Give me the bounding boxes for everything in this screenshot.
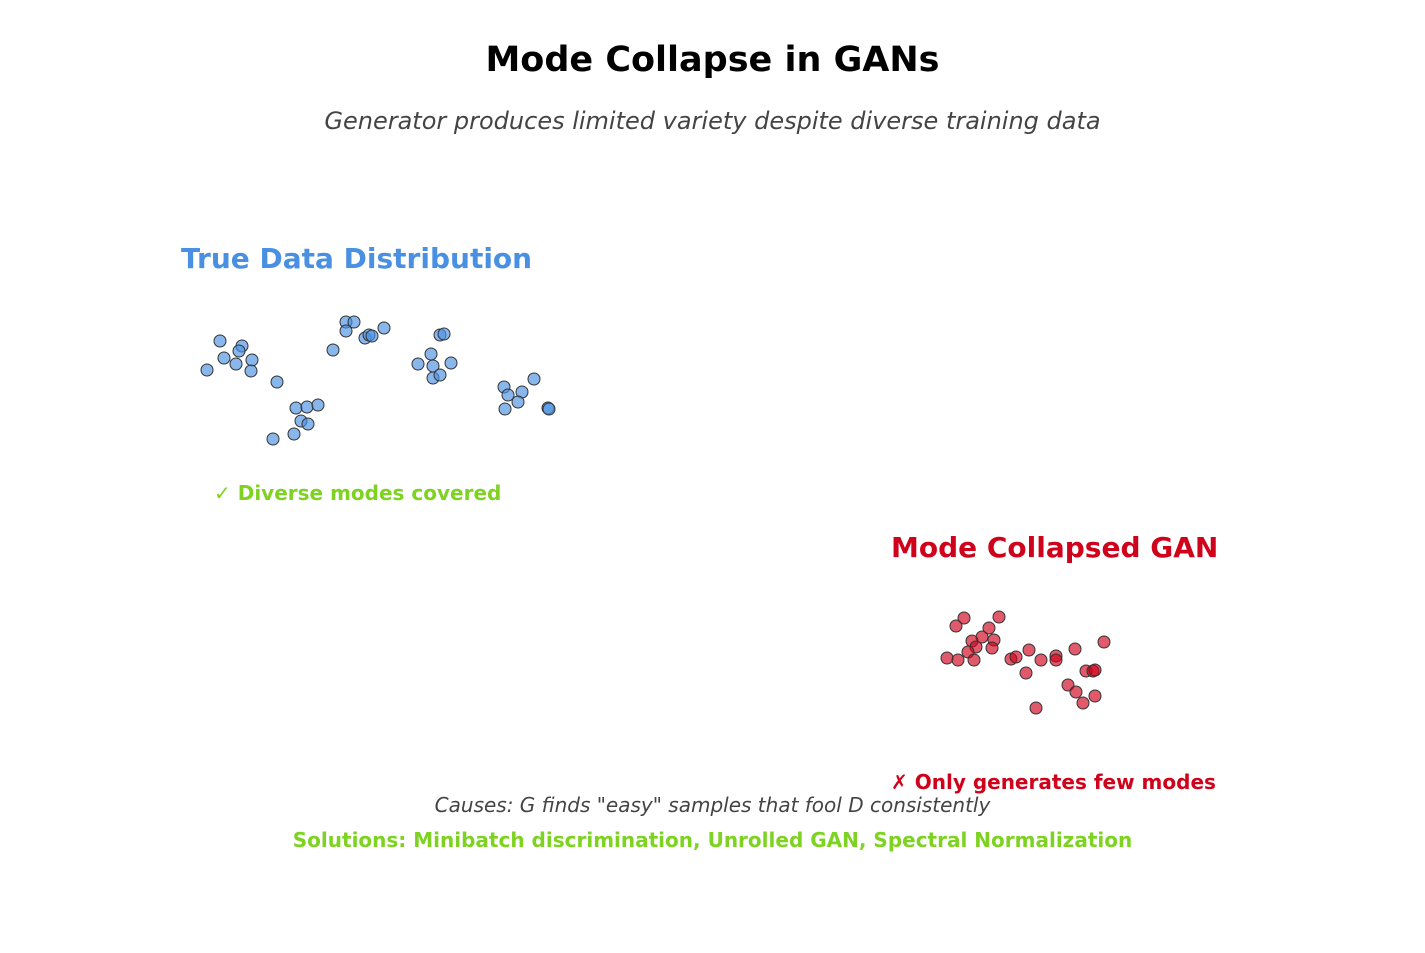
- true-data-point: [245, 353, 259, 367]
- true-data-point: [200, 363, 214, 377]
- gan-sample-point: [1088, 663, 1102, 677]
- true-data-point: [232, 344, 246, 358]
- causes-note: Causes: G finds "easy" samples that fool…: [434, 793, 991, 817]
- true-data-point: [289, 401, 303, 415]
- diagram-subtitle: Generator produces limited variety despi…: [324, 107, 1101, 135]
- true-data-point: [511, 395, 525, 409]
- collapsed-gan-points: [940, 610, 1111, 715]
- true-data-point: [244, 364, 258, 378]
- true-data-point: [498, 402, 512, 416]
- gan-sample-point: [1076, 696, 1090, 710]
- gan-sample-point: [940, 651, 954, 665]
- true-data-point: [301, 417, 315, 431]
- collapsed-gan-title: Mode Collapsed GAN: [891, 531, 1219, 564]
- gan-sample-point: [1019, 666, 1033, 680]
- true-data-point: [501, 388, 515, 402]
- true-data-point: [365, 329, 379, 343]
- true-distribution-title: True Data Distribution: [181, 242, 533, 275]
- solutions-note: Solutions: Minibatch discrimination, Unr…: [292, 828, 1133, 852]
- true-data-point: [411, 357, 425, 371]
- true-data-point: [542, 402, 556, 416]
- gan-sample-point: [1029, 701, 1043, 715]
- true-data-point: [266, 432, 280, 446]
- diagram-title: Mode Collapse in GANs: [485, 40, 940, 80]
- true-data-point: [433, 368, 447, 382]
- gan-sample-point: [982, 621, 996, 635]
- true-data-point: [444, 356, 458, 370]
- gan-sample-point: [949, 619, 963, 633]
- gan-sample-point: [967, 653, 981, 667]
- true-data-point: [287, 427, 301, 441]
- gan-sample-point: [1068, 642, 1082, 656]
- true-data-point: [437, 327, 451, 341]
- gan-sample-point: [1069, 685, 1083, 699]
- gan-sample-point: [1097, 635, 1111, 649]
- gan-sample-point: [951, 653, 965, 667]
- true-data-point: [213, 334, 227, 348]
- true-data-point: [217, 351, 231, 365]
- true-data-point: [347, 315, 361, 329]
- collapsed-gan-caption: ✗ Only generates few modes: [891, 770, 1216, 794]
- true-data-point: [424, 347, 438, 361]
- true-data-point: [270, 375, 284, 389]
- gan-sample-point: [1009, 650, 1023, 664]
- true-data-point: [300, 400, 314, 414]
- true-data-point: [326, 343, 340, 357]
- true-data-points: [200, 315, 556, 446]
- true-data-point: [339, 324, 353, 338]
- gan-sample-point: [1034, 653, 1048, 667]
- gan-sample-point: [1088, 689, 1102, 703]
- gan-sample-point: [985, 641, 999, 655]
- gan-sample-point: [992, 610, 1006, 624]
- true-data-point: [311, 398, 325, 412]
- gan-sample-point: [1049, 653, 1063, 667]
- true-data-point: [229, 357, 243, 371]
- true-data-point: [527, 372, 541, 386]
- gan-sample-point: [1022, 643, 1036, 657]
- gan-sample-point: [957, 611, 971, 625]
- true-data-point: [377, 321, 391, 335]
- true-distribution-caption: ✓ Diverse modes covered: [214, 481, 502, 505]
